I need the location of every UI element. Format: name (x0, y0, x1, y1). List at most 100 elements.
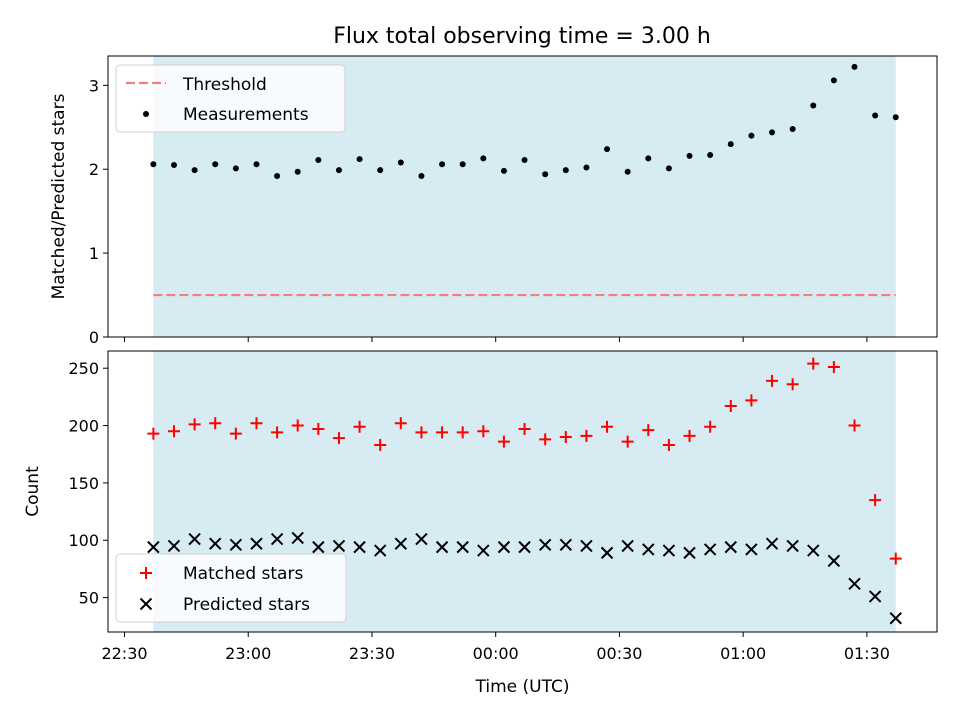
matched-star-point (291, 419, 304, 432)
predicted-star-point (209, 537, 222, 550)
measurement-point (377, 167, 384, 174)
matched-star-point (250, 417, 263, 430)
matched-star-point (497, 435, 510, 448)
predicted-star-point (600, 546, 614, 560)
matched-star-point (374, 439, 387, 452)
measurement-point (830, 77, 837, 84)
measurement-point (645, 155, 652, 162)
xtick-label: 00:00 (473, 644, 519, 663)
predicted-star-point (559, 538, 573, 552)
measurement-point (500, 167, 507, 174)
matched-star-point (539, 433, 552, 446)
predicted-star-point (332, 539, 346, 553)
measurement-point (315, 157, 322, 164)
bottom-legend-box (115, 553, 347, 623)
matched-star-point (353, 420, 366, 433)
measurement-point (872, 112, 879, 119)
measurement-point (748, 132, 755, 139)
legend-threshold-label: Threshold (182, 75, 267, 95)
measurement-point (356, 156, 363, 163)
predicted-star-point (374, 544, 387, 557)
xtick-label: 23:30 (349, 644, 395, 663)
matched-star-point (167, 425, 180, 438)
predicted-star-point (518, 540, 531, 554)
predicted-star-point (889, 612, 902, 625)
predicted-star-point (683, 546, 696, 560)
top-ytick-label: 1 (89, 244, 99, 263)
measurement-point (542, 171, 549, 178)
matched-star-point (580, 429, 593, 442)
measurement-point (604, 146, 611, 153)
matched-star-point (869, 494, 882, 507)
measurement-point (789, 125, 796, 132)
measurement-point (294, 168, 301, 175)
measurement-point (480, 155, 487, 162)
matched-star-point (786, 378, 799, 391)
matched-star-point (415, 426, 428, 439)
measurement-point (274, 172, 281, 179)
top-panel: 0 1 2 3 Matched/Predicted stars Threshold Meas… (49, 55, 938, 347)
bottom-ytick-label: 200 (68, 417, 99, 436)
top-ytick-label: 3 (89, 76, 99, 95)
xtick-label: 01:30 (844, 644, 890, 663)
matched-star-point (807, 357, 820, 370)
legend-measurements-label: Measurements (183, 105, 309, 125)
matched-star-point (889, 552, 902, 565)
predicted-star-point (250, 537, 263, 550)
measurement-point (851, 63, 858, 70)
predicted-star-point (662, 544, 676, 557)
predicted-star-point (868, 590, 882, 603)
predicted-star-point (229, 538, 243, 552)
predicted-star-point (188, 532, 201, 546)
matched-star-point (518, 422, 531, 435)
matched-star-point (312, 422, 325, 435)
bottom-ylabel: Count (23, 466, 43, 517)
bottom-panel: 50 100 150 200 250 Count 22:30 23:00 23:30 00:00 0… (23, 350, 938, 697)
predicted-star-point (765, 537, 779, 550)
legend-measurements-swatch (143, 111, 149, 117)
predicted-star-point (353, 540, 366, 554)
measurement-point (727, 141, 734, 148)
bottom-legend: Matched stars Predicted stars (115, 553, 347, 623)
legend-predicted-label: Predicted stars (183, 595, 310, 615)
xtick-label: 01:00 (720, 644, 766, 663)
bottom-axes-frame (107, 350, 938, 633)
measurement-point (150, 161, 157, 168)
matched-star-point (621, 435, 634, 448)
measurement-point (459, 161, 466, 168)
matched-star-point (601, 420, 614, 433)
matched-star-point (147, 427, 160, 440)
matched-star-point (394, 417, 407, 430)
predicted-star-point (147, 540, 160, 554)
bottom-ytick-label: 50 (79, 589, 99, 608)
predicted-star-point (167, 539, 181, 553)
matched-star-point (704, 420, 717, 433)
predicted-star-point (724, 540, 737, 554)
predicted-star-point (538, 538, 552, 552)
predicted-star-point (848, 577, 861, 591)
top-legend: Threshold Measurements (115, 64, 346, 133)
xtick-label: 00:30 (596, 644, 642, 663)
top-ylabel: Matched/Predicted stars (49, 93, 69, 299)
measurement-point (418, 172, 425, 179)
matched-star-point (683, 429, 696, 442)
matched-star-point (662, 439, 675, 452)
measurement-point (232, 165, 239, 172)
bottom-ytick-label: 150 (68, 474, 99, 493)
measurement-point (624, 168, 631, 175)
legend-predicted-swatch (139, 597, 153, 611)
legend-matched-swatch (140, 567, 152, 579)
top-ytick-label: 2 (89, 160, 99, 179)
matched-star-point (827, 361, 840, 374)
measurement-point (439, 161, 446, 168)
predicted-star-point (477, 544, 490, 557)
measurement-point (253, 161, 260, 168)
predicted-star-point (415, 532, 428, 546)
predicted-star-point (497, 540, 511, 554)
matched-star-point (332, 432, 345, 445)
matched-star-point (724, 400, 737, 413)
predicted-star-point (786, 539, 799, 553)
predicted-star-point (621, 539, 634, 553)
measurement-point (892, 114, 899, 121)
matched-star-point (209, 417, 222, 430)
